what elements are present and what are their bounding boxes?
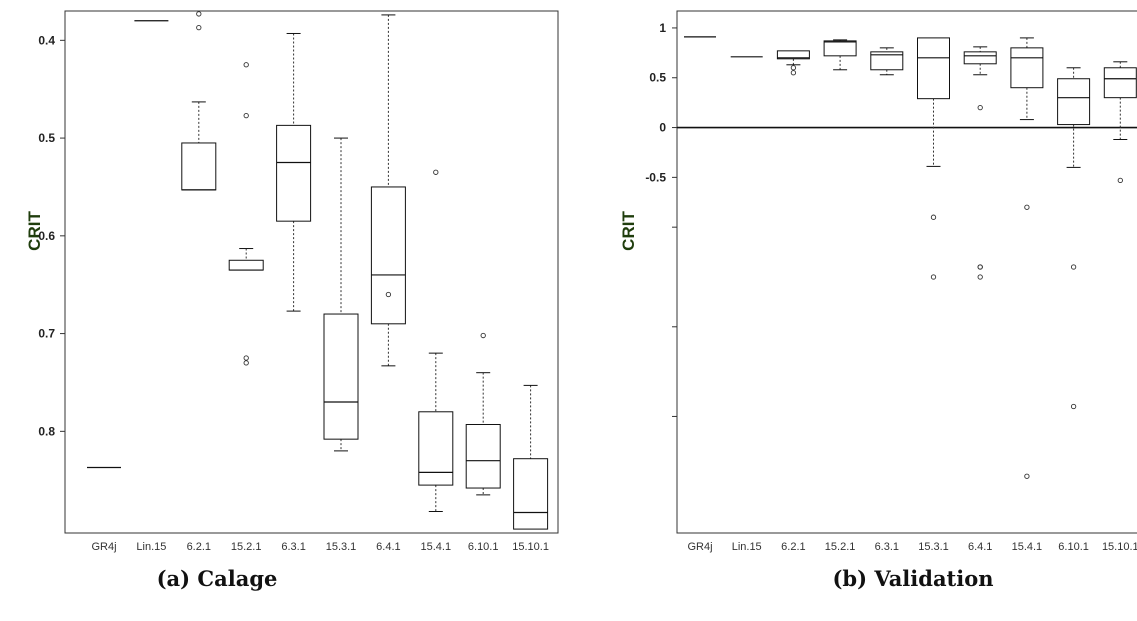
y-tick-label: 0	[659, 121, 666, 135]
x-tick-label: 6.10.1	[1058, 541, 1089, 553]
outlier-point	[243, 62, 249, 68]
y-tick-label: 0.6	[38, 229, 55, 243]
boxplot-6.3.1	[870, 47, 904, 76]
x-tick-label: 6.2.1	[781, 541, 805, 553]
panel-validation: CRIT -0.5 0 0.5 1 GR4j Lin.15 6.2.1 15.2.1 6.3.…	[619, 10, 1137, 591]
outlier-point	[977, 274, 983, 280]
boxplot-15.2.1	[228, 62, 264, 366]
y-axis-label-a: CRIT	[25, 211, 44, 251]
outlier-point	[1024, 473, 1030, 479]
outlier-point	[930, 214, 937, 220]
outlier-point	[243, 112, 249, 119]
boxplot-15.4.1	[1010, 37, 1044, 479]
x-tick-label: 6.3.1	[281, 541, 305, 553]
iqr-box	[323, 313, 359, 440]
iqr-box	[370, 186, 406, 325]
boxplot-6.10.1	[465, 332, 501, 496]
iqr-box	[513, 458, 549, 530]
x-tick-label: Lin.15	[136, 541, 166, 553]
y-tick-label: 1	[659, 21, 666, 35]
x-tick-label: 6.4.1	[968, 541, 992, 553]
outlier-point	[433, 169, 439, 175]
boxplot-15.10.1	[1103, 61, 1137, 184]
iqr-box	[228, 259, 264, 271]
y-tick-label: 0.8	[38, 424, 55, 438]
boxplot-15.2.1	[823, 39, 857, 71]
panel-calage: CRIT 0.4 0.5 0.6 0.7 0.8 GR4j Lin.15 6.2.1 15.2…	[25, 10, 559, 591]
boxplot-15.4.1	[418, 169, 454, 512]
boxplot-6.4.1	[370, 14, 406, 367]
x-tick-label: Lin.15	[732, 541, 762, 553]
outlier-point	[243, 360, 249, 366]
x-tick-labels-a: GR4j Lin.15 6.2.1 15.2.1 6.3.1 15.3.1 6.4.1 15.…	[91, 541, 548, 553]
y-axis-label-b: CRIT	[619, 211, 638, 251]
boxplot-6.10.1	[1057, 67, 1091, 410]
outlier-point	[790, 65, 797, 71]
boxplot-6.3.1	[276, 32, 312, 312]
iqr-box	[870, 51, 904, 71]
outlier-point	[977, 104, 983, 111]
outlier-point	[1070, 403, 1077, 410]
iqr-box	[963, 51, 997, 65]
y-tick-label: -0.5	[645, 170, 666, 184]
iqr-box	[823, 40, 857, 57]
x-tick-label: 6.3.1	[875, 541, 899, 553]
x-tick-label: GR4j	[91, 541, 116, 553]
y-ticks-b: -0.5 0 0.5 1	[645, 21, 677, 417]
y-tick-label: 0.5	[38, 131, 55, 145]
x-tick-label: 15.10.1	[512, 541, 549, 553]
outlier-point	[1070, 264, 1077, 270]
y-tick-label: 0.4	[38, 33, 55, 47]
iqr-box	[1057, 78, 1091, 126]
y-ticks-a: 0.4 0.5 0.6 0.7 0.8	[38, 33, 65, 438]
x-tick-label: 15.4.1	[1012, 541, 1043, 553]
iqr-box	[276, 124, 312, 222]
boxplot-15.10.1	[513, 384, 549, 530]
x-tick-label: 15.3.1	[326, 541, 357, 553]
outlier-point	[930, 274, 937, 280]
x-tick-label: GR4j	[687, 541, 712, 553]
x-tick-label: 6.4.1	[376, 541, 400, 553]
x-tick-label: 15.4.1	[421, 541, 452, 553]
boxplot-15.3.1	[323, 137, 359, 452]
plot-frame-a	[64, 10, 559, 534]
outlier-point	[977, 264, 983, 270]
x-tick-label: 15.2.1	[825, 541, 856, 553]
x-tick-label: 15.3.1	[918, 541, 949, 553]
caption-a: (a) Calage	[157, 566, 278, 591]
y-tick-label: 0.7	[38, 327, 55, 341]
iqr-box	[1010, 47, 1044, 89]
outlier-point	[1024, 204, 1030, 210]
outlier-point	[243, 355, 249, 361]
iqr-box	[465, 423, 501, 489]
x-tick-labels-b: GR4j Lin.15 6.2.1 15.2.1 6.3.1 15.3.1 6.4.1 15.…	[687, 541, 1137, 553]
boxplot-6.2.1	[181, 11, 217, 191]
x-tick-label: 15.2.1	[231, 541, 262, 553]
x-tick-label: 15.10.1	[1102, 541, 1137, 553]
outlier-point	[385, 291, 392, 298]
outlier-point	[480, 332, 486, 339]
iqr-box	[917, 37, 950, 100]
x-tick-label: 6.2.1	[187, 541, 211, 553]
iqr-box	[1103, 67, 1137, 99]
boxes-b	[684, 36, 1137, 479]
boxplot-6.4.1	[963, 46, 997, 280]
boxplot-6.2.1	[776, 50, 810, 76]
boxes-a	[87, 11, 549, 530]
outlier-point	[196, 24, 202, 31]
iqr-box	[181, 142, 217, 191]
caption-b: (b) Validation	[832, 566, 993, 591]
y-tick-label: 0.5	[649, 71, 666, 85]
outlier-point	[790, 70, 797, 76]
iqr-box	[776, 50, 810, 60]
plot-frame-b	[676, 10, 1137, 534]
outlier-point	[1117, 177, 1123, 184]
iqr-box	[418, 411, 454, 486]
x-tick-label: 6.10.1	[468, 541, 499, 553]
outlier-point	[196, 11, 202, 17]
boxplot-15.3.1	[917, 37, 950, 280]
